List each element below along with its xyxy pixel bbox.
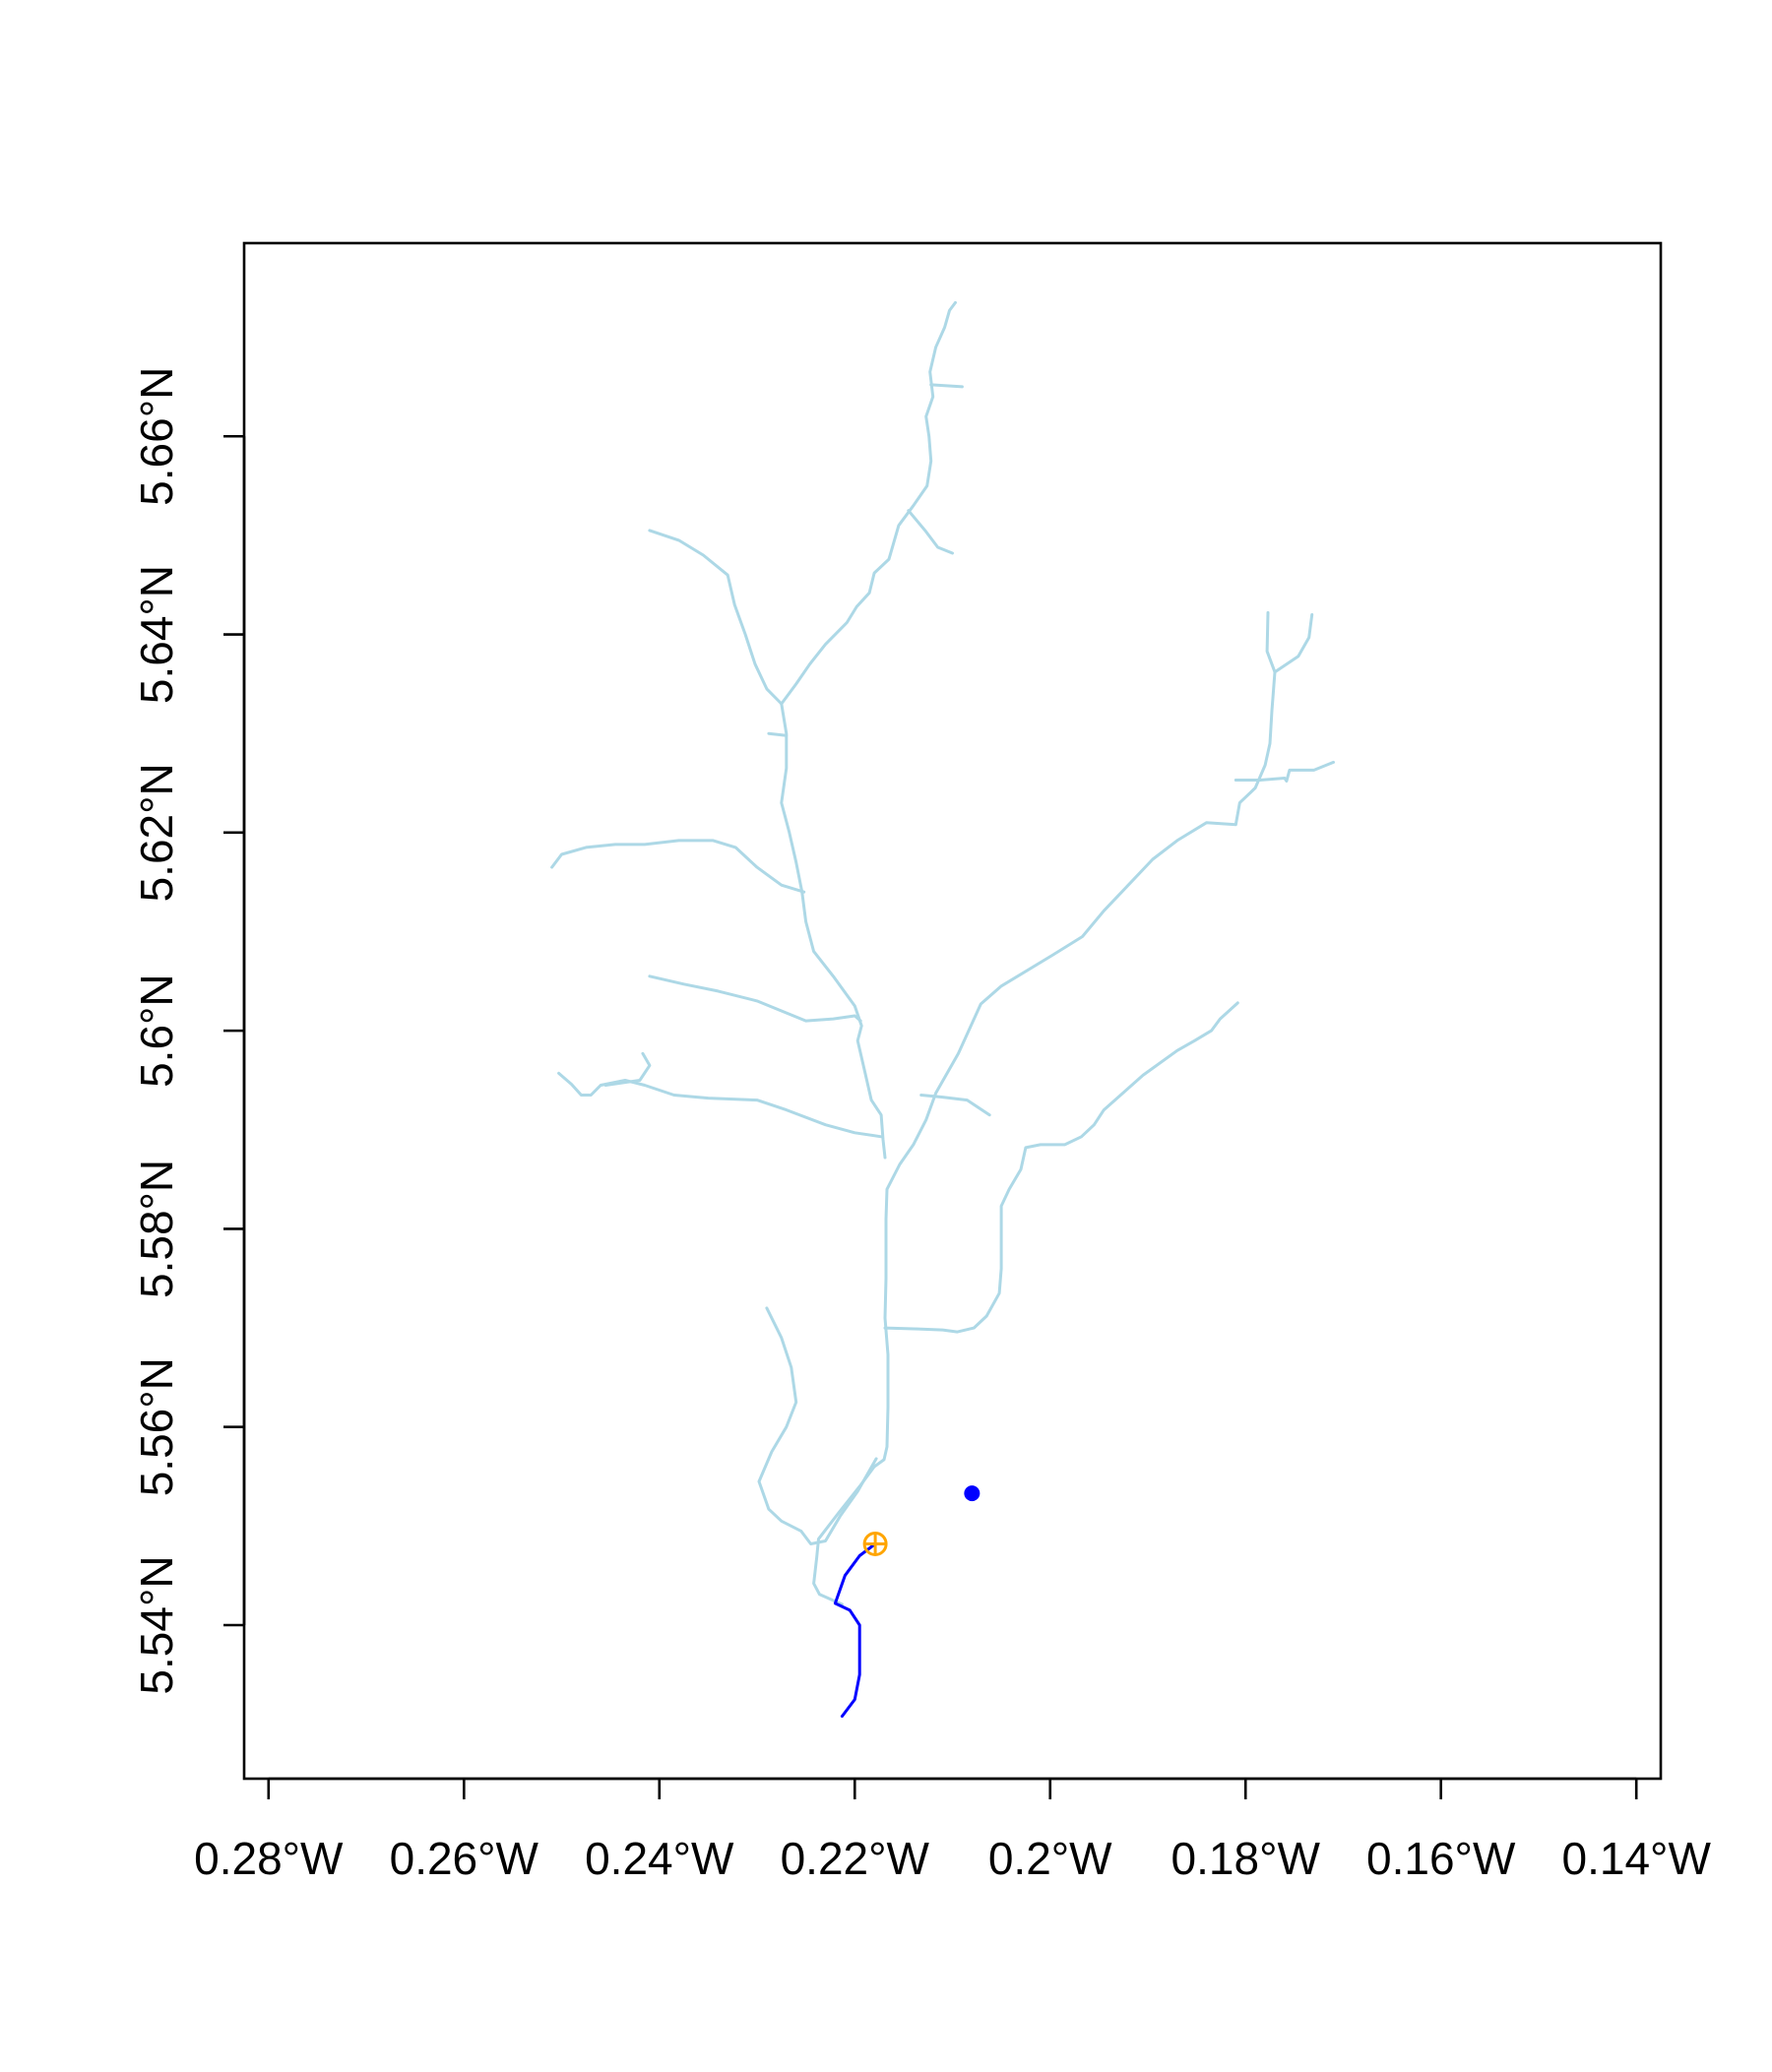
x-tick-label: 0.24°W xyxy=(585,1833,734,1884)
y-tick-label: 5.62°N xyxy=(131,763,182,902)
y-tick-label: 5.56°N xyxy=(131,1357,182,1496)
y-tick-label: 5.58°N xyxy=(131,1160,182,1298)
y-axis: 5.54°N 5.56°N 5.58°N 5.6°N 5.62°N 5.64°N 5.66°… xyxy=(131,367,246,1695)
x-tick-label: 0.18°W xyxy=(1171,1833,1321,1884)
input-point xyxy=(964,1485,981,1502)
snapped-point xyxy=(862,1531,888,1556)
river-segment-2 xyxy=(1234,760,1335,783)
river-segment-5 xyxy=(780,300,957,706)
river-segment-9 xyxy=(767,731,789,737)
river-segment-13 xyxy=(603,1051,652,1087)
river-segment-15 xyxy=(757,1306,878,1545)
y-tick-label: 5.64°N xyxy=(131,565,182,704)
x-tick-label: 0.26°W xyxy=(390,1833,539,1884)
river-segment-7 xyxy=(907,509,954,555)
river-network-layer xyxy=(550,300,1335,1606)
x-axis: 0.28°W 0.26°W 0.24°W 0.22°W 0.2°W 0.18°W 0.16°… xyxy=(194,1777,1712,1884)
river-segment-10 xyxy=(550,839,806,894)
y-tick-label: 5.54°N xyxy=(131,1555,182,1694)
river-segment-1 xyxy=(1273,612,1314,674)
river-segment-12 xyxy=(557,1071,883,1139)
river-segment-6 xyxy=(929,383,964,389)
river-segment-3 xyxy=(883,1001,1239,1334)
x-tick-label: 0.2°W xyxy=(988,1833,1112,1884)
river-segment-11 xyxy=(648,974,862,1023)
y-tick-label: 5.66°N xyxy=(131,367,182,506)
river-segment-14 xyxy=(919,1094,991,1117)
x-tick-label: 0.14°W xyxy=(1562,1833,1712,1884)
x-tick-label: 0.16°W xyxy=(1366,1833,1516,1884)
flow-path-layer xyxy=(833,1542,877,1719)
river-segment-8 xyxy=(648,529,784,706)
x-tick-label: 0.28°W xyxy=(194,1833,344,1884)
x-tick-label: 0.22°W xyxy=(781,1833,930,1884)
flow-path-line xyxy=(833,1542,877,1719)
y-tick-label: 5.6°N xyxy=(131,973,182,1088)
river-segment-4 xyxy=(780,702,887,1160)
points-layer xyxy=(862,1485,981,1556)
